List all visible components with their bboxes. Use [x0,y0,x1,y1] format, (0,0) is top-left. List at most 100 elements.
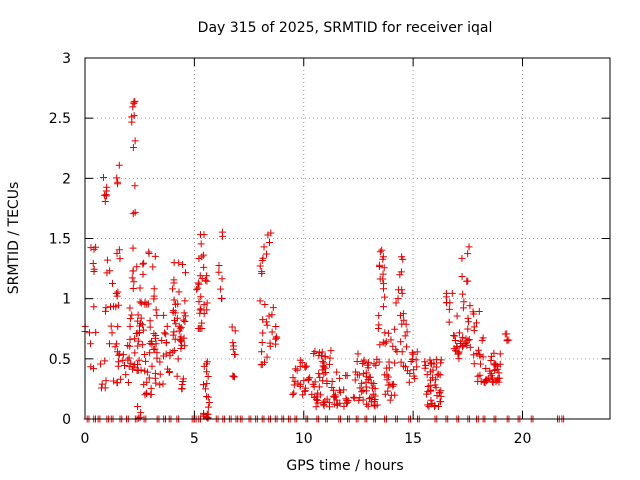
data-point [470,310,478,318]
data-point [170,328,178,336]
data-point [403,328,411,336]
data-point [459,333,467,341]
x-axis-label: GPS time / hours [286,458,403,474]
data-point [302,362,310,370]
data-point [350,394,358,402]
data-point [459,290,467,298]
data-point [470,351,478,359]
data-point [174,355,182,363]
data-point [138,341,146,349]
data-point [165,368,173,376]
grid [85,58,610,419]
data-point [301,384,309,392]
data-point [289,374,297,382]
data-point [117,375,125,383]
data-point [135,414,143,422]
data-point [181,342,189,350]
data-point [176,336,184,344]
data-point [134,402,142,410]
data-point [458,273,466,281]
data-point [306,374,314,382]
data-point [396,311,404,319]
data-point [394,295,402,303]
data-point [130,278,138,286]
data-point [204,393,212,401]
data-point [259,329,267,337]
data-point [400,362,408,370]
data-point [106,303,114,311]
data-point [127,359,135,367]
data-point [432,363,440,371]
data-point [381,329,389,337]
data-point [483,376,491,384]
data-point [194,325,202,333]
data-point [386,396,394,404]
data-point [204,403,212,411]
data-point [505,336,513,344]
data-point [198,253,206,261]
data-point [321,397,329,405]
data-point [313,396,321,404]
data-point [126,304,134,312]
data-point [335,386,343,394]
data-point [200,301,208,309]
data-point [142,390,150,398]
data-point [101,198,109,206]
data-point [130,100,138,108]
data-point [129,267,137,275]
data-point [291,377,299,385]
data-point [464,337,472,345]
data-point [435,389,443,397]
data-point [268,328,276,336]
data-point [156,358,164,366]
data-point [87,340,95,348]
data-point [433,371,441,379]
data-point [455,329,463,337]
data-point [387,336,395,344]
data-point [350,393,358,401]
data-point [421,358,429,366]
data-point [129,285,137,293]
data-point [320,363,328,371]
data-point [113,292,121,300]
x-tick-label: 10 [295,431,313,447]
data-point [405,378,413,386]
y-tick-label: 0.5 [49,352,71,368]
data-point [378,246,386,254]
data-point [379,255,387,263]
data-point [203,368,211,376]
data-point [229,345,237,353]
data-point [289,390,297,398]
data-point [151,345,159,353]
data-point [492,378,500,386]
data-point [296,382,304,390]
data-point [143,368,151,376]
data-point [197,240,205,248]
data-point [494,375,502,383]
data-point [262,318,270,326]
data-point [147,384,155,392]
data-point [179,261,187,269]
axis-ticks: 0 0.5 1 1.5 2 2.5 3 0 5 10 15 20 [49,51,610,447]
data-point [398,348,406,356]
data-point [194,284,202,292]
data-point [496,350,504,358]
data-point [179,375,187,383]
data-point [448,289,456,297]
data-point [327,347,335,355]
data-point [379,303,387,311]
data-point [169,308,177,316]
data-point [375,358,383,366]
data-point [215,268,223,276]
data-point [408,349,416,357]
x-tick-label: 20 [514,431,532,447]
data-point [272,340,280,348]
data-point [115,161,123,169]
data-point [261,300,269,308]
data-point [231,327,239,335]
data-point [426,368,434,376]
data-point [457,337,465,345]
data-point [126,342,134,350]
data-point [181,312,189,320]
data-point [193,285,201,293]
